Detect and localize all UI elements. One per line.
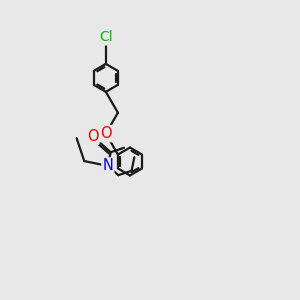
Text: N: N <box>103 158 113 173</box>
Text: O: O <box>100 126 112 141</box>
Text: Cl: Cl <box>99 30 112 44</box>
Text: O: O <box>87 129 98 144</box>
